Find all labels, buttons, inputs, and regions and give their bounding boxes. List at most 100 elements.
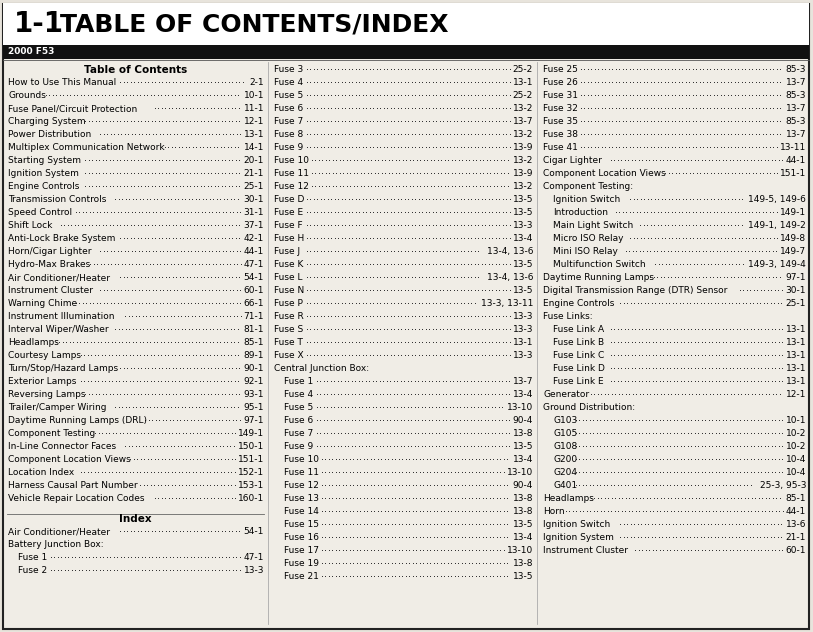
Text: Multifunction Switch: Multifunction Switch — [553, 260, 646, 269]
Text: 25-1: 25-1 — [244, 182, 264, 191]
Text: 14-1: 14-1 — [244, 143, 264, 152]
Text: Fuse 19: Fuse 19 — [284, 559, 319, 568]
Text: Ground Distribution:: Ground Distribution: — [543, 403, 635, 412]
Text: Vehicle Repair Location Codes: Vehicle Repair Location Codes — [8, 494, 145, 503]
Text: 13-9: 13-9 — [512, 143, 533, 152]
Text: 85-3: 85-3 — [785, 65, 806, 75]
Text: 13-4: 13-4 — [513, 234, 533, 243]
Text: 12-1: 12-1 — [244, 118, 264, 126]
Text: Courtesy Lamps: Courtesy Lamps — [8, 351, 81, 360]
Text: 47-1: 47-1 — [244, 260, 264, 269]
Text: 95-1: 95-1 — [244, 403, 264, 412]
Text: Fuse 16: Fuse 16 — [284, 533, 319, 542]
Text: 85-1: 85-1 — [244, 338, 264, 348]
Text: 13-7: 13-7 — [512, 377, 533, 386]
Text: Fuse H: Fuse H — [274, 234, 304, 243]
Text: Index: Index — [120, 514, 152, 524]
Text: 90-1: 90-1 — [244, 364, 264, 374]
Text: 11-1: 11-1 — [244, 104, 264, 113]
Bar — [3, 3, 809, 45]
Text: 13-3: 13-3 — [512, 221, 533, 230]
Text: 13-1: 13-1 — [244, 130, 264, 139]
Text: Main Light Switch: Main Light Switch — [553, 221, 633, 230]
Text: 13-3: 13-3 — [512, 351, 533, 360]
Text: 89-1: 89-1 — [244, 351, 264, 360]
Text: 54-1: 54-1 — [244, 527, 264, 537]
Text: Shift Lock: Shift Lock — [8, 221, 52, 230]
Text: 10-2: 10-2 — [785, 429, 806, 439]
Text: Exterior Lamps: Exterior Lamps — [8, 377, 76, 386]
Text: 13-4: 13-4 — [513, 533, 533, 542]
Text: Fuse 6: Fuse 6 — [284, 416, 313, 425]
Text: 13-10: 13-10 — [506, 403, 533, 412]
Text: 13-8: 13-8 — [512, 559, 533, 568]
Text: Speed Control: Speed Control — [8, 209, 72, 217]
Text: 13-5: 13-5 — [512, 209, 533, 217]
Text: Harness Causal Part Number: Harness Causal Part Number — [8, 482, 137, 490]
Text: Digital Transmission Range (DTR) Sensor: Digital Transmission Range (DTR) Sensor — [543, 286, 728, 295]
Text: Fuse Panel/Circuit Protection: Fuse Panel/Circuit Protection — [8, 104, 137, 113]
Text: 25-3, 95-3: 25-3, 95-3 — [759, 482, 806, 490]
Text: 13-10: 13-10 — [506, 468, 533, 477]
Text: Ignition System: Ignition System — [543, 533, 614, 542]
Text: Cigar Lighter: Cigar Lighter — [543, 156, 602, 166]
Text: 21-1: 21-1 — [785, 533, 806, 542]
Text: Fuse 8: Fuse 8 — [274, 130, 303, 139]
Text: Central Junction Box:: Central Junction Box: — [274, 364, 369, 374]
Text: Mini ISO Relay: Mini ISO Relay — [553, 247, 618, 257]
Text: 13-3: 13-3 — [244, 566, 264, 575]
Text: 93-1: 93-1 — [244, 391, 264, 399]
Text: 92-1: 92-1 — [244, 377, 264, 386]
Text: Fuse 1: Fuse 1 — [18, 553, 47, 562]
Text: 13-1: 13-1 — [785, 325, 806, 334]
Text: Transmission Controls: Transmission Controls — [8, 195, 107, 204]
Text: G105: G105 — [553, 429, 577, 439]
Text: 44-1: 44-1 — [785, 156, 806, 166]
Text: 149-1: 149-1 — [780, 209, 806, 217]
Text: 71-1: 71-1 — [244, 312, 264, 321]
Text: 30-1: 30-1 — [244, 195, 264, 204]
Text: Location Index: Location Index — [8, 468, 74, 477]
Text: 13-5: 13-5 — [512, 442, 533, 451]
Text: Fuse D: Fuse D — [274, 195, 304, 204]
Text: Fuse Link D: Fuse Link D — [553, 364, 605, 374]
Text: 12-1: 12-1 — [785, 391, 806, 399]
Text: 44-1: 44-1 — [785, 507, 806, 516]
Text: 149-7: 149-7 — [780, 247, 806, 257]
Text: Fuse 3: Fuse 3 — [274, 65, 303, 75]
Text: G204: G204 — [553, 468, 577, 477]
Text: 2-1: 2-1 — [250, 78, 264, 87]
Text: Fuse K: Fuse K — [274, 260, 303, 269]
Text: 21-1: 21-1 — [244, 169, 264, 178]
Text: 44-1: 44-1 — [244, 247, 264, 257]
Text: 13-3: 13-3 — [512, 312, 533, 321]
Text: 10-4: 10-4 — [785, 468, 806, 477]
Text: 10-1: 10-1 — [785, 416, 806, 425]
Text: Fuse 41: Fuse 41 — [543, 143, 578, 152]
Text: Interval Wiper/Washer: Interval Wiper/Washer — [8, 325, 109, 334]
Text: 13-7: 13-7 — [785, 78, 806, 87]
Text: Instrument Illumination: Instrument Illumination — [8, 312, 115, 321]
Text: 13-1: 13-1 — [785, 377, 806, 386]
Text: 54-1: 54-1 — [244, 273, 264, 283]
Text: Introduction: Introduction — [553, 209, 608, 217]
Text: 47-1: 47-1 — [244, 553, 264, 562]
Text: Fuse 26: Fuse 26 — [543, 78, 578, 87]
Text: Fuse 12: Fuse 12 — [274, 182, 309, 191]
Text: 13-2: 13-2 — [513, 104, 533, 113]
Text: 13-1: 13-1 — [512, 78, 533, 87]
Text: 149-3, 149-4: 149-3, 149-4 — [748, 260, 806, 269]
Text: Fuse S: Fuse S — [274, 325, 303, 334]
Text: Component Location Views: Component Location Views — [543, 169, 666, 178]
Text: Fuse 14: Fuse 14 — [284, 507, 319, 516]
Text: 13-8: 13-8 — [512, 494, 533, 503]
Text: 13-5: 13-5 — [512, 286, 533, 295]
Text: 85-3: 85-3 — [785, 91, 806, 100]
Text: 10-4: 10-4 — [785, 455, 806, 465]
Text: 13-5: 13-5 — [512, 195, 533, 204]
Text: 13-1: 13-1 — [512, 338, 533, 348]
Text: 149-5, 149-6: 149-5, 149-6 — [748, 195, 806, 204]
Text: Fuse N: Fuse N — [274, 286, 304, 295]
Text: Anti-Lock Brake System: Anti-Lock Brake System — [8, 234, 115, 243]
Text: 13-1: 13-1 — [785, 364, 806, 374]
